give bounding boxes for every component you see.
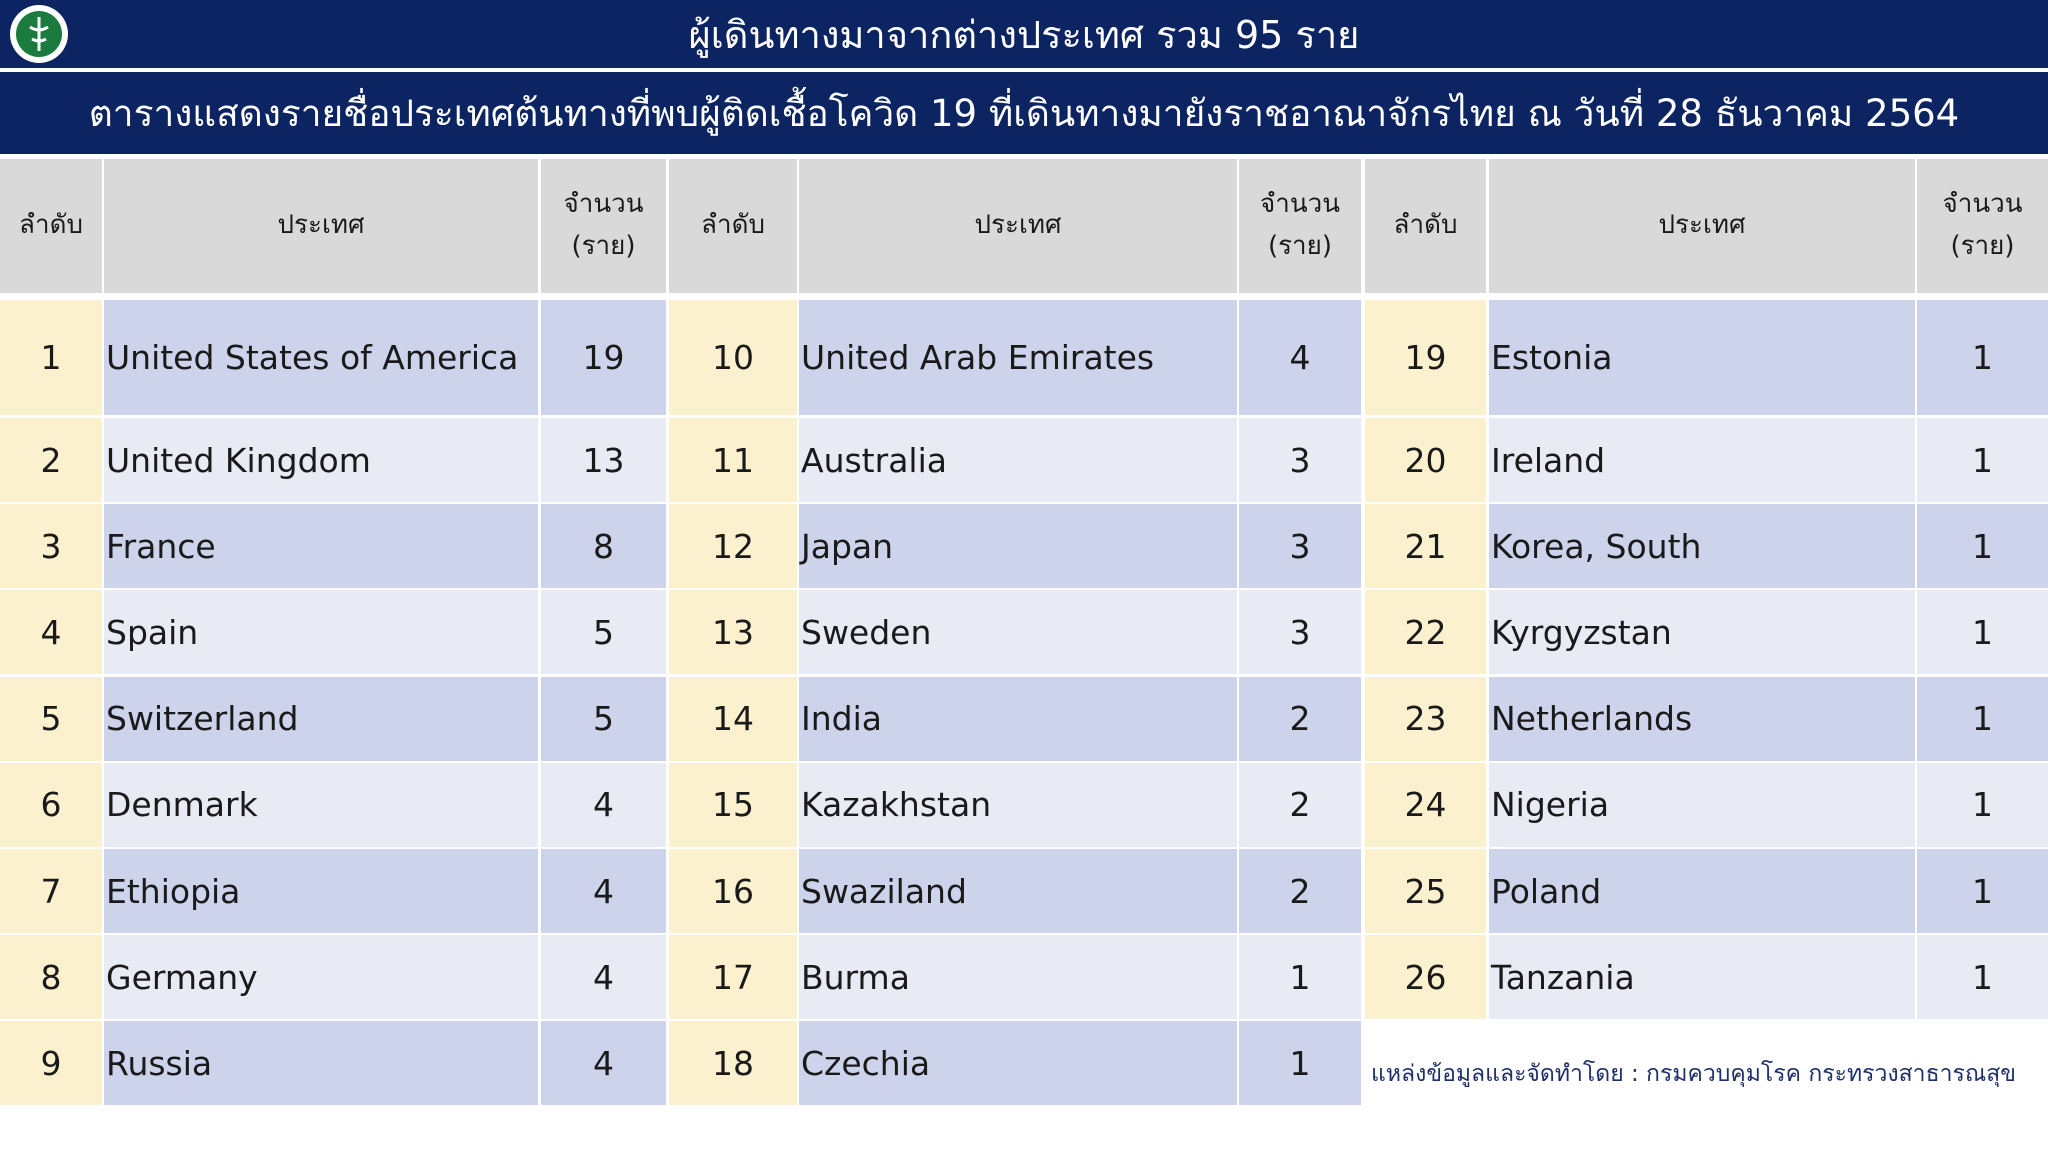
count: 13 — [541, 418, 666, 502]
rank: 17 — [669, 935, 797, 1020]
column-header: ประเทศ — [104, 159, 538, 293]
country: Kyrgyzstan — [1489, 590, 1915, 675]
rank: 20 — [1365, 418, 1486, 502]
column-header: ประเทศ — [1489, 159, 1915, 293]
count: 1 — [1239, 1021, 1361, 1106]
rank: 4 — [0, 590, 102, 675]
country: Ethiopia — [104, 849, 538, 933]
rank: 8 — [0, 935, 102, 1020]
subtitle-bar: ตารางแสดงรายชื่อประเทศต้นทางที่พบผู้ติดเ… — [0, 72, 2048, 154]
rank: 13 — [669, 590, 797, 675]
country: United Kingdom — [104, 418, 538, 502]
rank: 25 — [1365, 849, 1486, 933]
column-header: จำนวน (ราย) — [1239, 159, 1361, 293]
count: 5 — [541, 676, 666, 761]
rank: 16 — [669, 849, 797, 933]
count: 1 — [1239, 935, 1361, 1020]
rank: 24 — [1365, 762, 1486, 847]
rank: 21 — [1365, 504, 1486, 589]
rank: 18 — [669, 1021, 797, 1106]
country: United States of America — [104, 300, 538, 415]
country: Sweden — [799, 590, 1237, 675]
country: Korea, South — [1489, 504, 1915, 589]
count: 19 — [541, 300, 666, 415]
count: 1 — [1917, 504, 2048, 589]
column-header: จำนวน (ราย) — [541, 159, 666, 293]
country: Tanzania — [1489, 935, 1915, 1020]
count: 1 — [1917, 300, 2048, 415]
rank: 12 — [669, 504, 797, 589]
count: 1 — [1917, 762, 2048, 847]
rank: 15 — [669, 762, 797, 847]
country: Nigeria — [1489, 762, 1915, 847]
count: 4 — [1239, 300, 1361, 415]
count: 4 — [541, 849, 666, 933]
column-header: ลำดับ — [1365, 159, 1486, 293]
source-note: แหล่งข้อมูลและจัดทำโดย : กรมควบคุมโรค กร… — [1371, 1061, 2016, 1087]
country: Japan — [799, 504, 1237, 589]
rank: 5 — [0, 676, 102, 761]
country: Switzerland — [104, 676, 538, 761]
column-header: ประเทศ — [799, 159, 1237, 293]
country: Estonia — [1489, 300, 1915, 415]
rank: 3 — [0, 504, 102, 589]
column-header: จำนวน (ราย) — [1917, 159, 2048, 293]
country: Kazakhstan — [799, 762, 1237, 847]
count: 5 — [541, 590, 666, 675]
country: Germany — [104, 935, 538, 1020]
country: Denmark — [104, 762, 538, 847]
count: 1 — [1917, 590, 2048, 675]
count: 1 — [1917, 849, 2048, 933]
count: 4 — [541, 1021, 666, 1106]
country: Czechia — [799, 1021, 1237, 1106]
count: 4 — [541, 935, 666, 1020]
count: 3 — [1239, 590, 1361, 675]
country: Spain — [104, 590, 538, 675]
country: Burma — [799, 935, 1237, 1020]
count: 4 — [541, 762, 666, 847]
count: 3 — [1239, 504, 1361, 589]
logo — [10, 5, 68, 63]
count: 3 — [1239, 418, 1361, 502]
country: Swaziland — [799, 849, 1237, 933]
count: 1 — [1917, 418, 2048, 502]
country: Russia — [104, 1021, 538, 1106]
country: Poland — [1489, 849, 1915, 933]
country: United Arab Emirates — [799, 300, 1237, 415]
country: Australia — [799, 418, 1237, 502]
rank: 11 — [669, 418, 797, 502]
column-header: ลำดับ — [669, 159, 797, 293]
count: 2 — [1239, 849, 1361, 933]
rank: 1 — [0, 300, 102, 415]
country: India — [799, 676, 1237, 761]
rank: 10 — [669, 300, 797, 415]
country: Ireland — [1489, 418, 1915, 502]
count: 2 — [1239, 676, 1361, 761]
rank: 6 — [0, 762, 102, 847]
column-header: ลำดับ — [0, 159, 102, 293]
rank: 26 — [1365, 935, 1486, 1020]
rank: 7 — [0, 849, 102, 933]
title-bar: ผู้เดินทางมาจากต่างประเทศ รวม 95 ราย — [0, 0, 2048, 68]
title: ผู้เดินทางมาจากต่างประเทศ รวม 95 ราย — [688, 12, 1360, 57]
country: Netherlands — [1489, 676, 1915, 761]
subtitle: ตารางแสดงรายชื่อประเทศต้นทางที่พบผู้ติดเ… — [88, 91, 1960, 135]
rank: 9 — [0, 1021, 102, 1106]
count: 1 — [1917, 935, 2048, 1020]
rank: 14 — [669, 676, 797, 761]
count: 2 — [1239, 762, 1361, 847]
rank: 19 — [1365, 300, 1486, 415]
count: 8 — [541, 504, 666, 589]
rank: 23 — [1365, 676, 1486, 761]
rank: 22 — [1365, 590, 1486, 675]
country: France — [104, 504, 538, 589]
count: 1 — [1917, 676, 2048, 761]
rank: 2 — [0, 418, 102, 502]
